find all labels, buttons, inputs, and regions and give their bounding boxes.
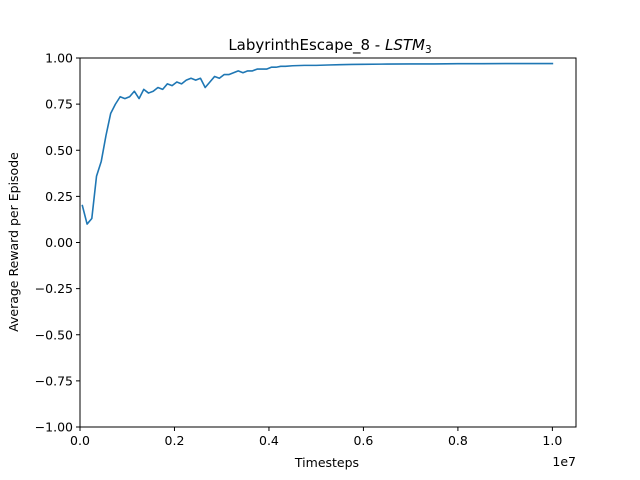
y-tick-label: −0.50 xyxy=(35,327,73,342)
chart-title-main: LabyrinthEscape_8 - xyxy=(228,36,385,55)
y-tick-label: −0.75 xyxy=(35,373,73,388)
y-tick-label: 1.00 xyxy=(45,51,73,66)
y-tick-label: 0.25 xyxy=(45,189,73,204)
chart-title: LabyrinthEscape_8 - LSTM3 xyxy=(228,36,431,56)
x-tick-label: 0.4 xyxy=(259,433,279,448)
chart-title-subscript: 3 xyxy=(425,44,432,56)
x-tick-label: 1.0 xyxy=(542,433,562,448)
x-tick-label: 0.6 xyxy=(353,433,373,448)
x-tick-label: 0.2 xyxy=(165,433,185,448)
y-tick-label: 0.50 xyxy=(45,143,73,158)
x-axis-offset-label: 1e7 xyxy=(552,454,576,469)
x-tick-label: 0.8 xyxy=(448,433,468,448)
axes-frame xyxy=(79,57,577,428)
y-axis-label: Average Reward per Episode xyxy=(6,152,21,332)
y-tick-label: −0.25 xyxy=(35,281,73,296)
plot-area: 0.0 0.2 0.4 0.6 0.8 1.0 −1.00 −0.75 −0.50 −0.25 0.… xyxy=(35,51,577,448)
chart-title-italic: LSTM xyxy=(385,36,425,54)
series-line-0 xyxy=(81,62,554,225)
y-tick-label: 0.00 xyxy=(45,235,73,250)
y-tick-label: −1.00 xyxy=(35,420,73,435)
x-tick-label: 0.0 xyxy=(70,433,90,448)
x-axis-label: Timesteps xyxy=(294,455,359,470)
y-tick-label: 0.75 xyxy=(45,97,73,112)
